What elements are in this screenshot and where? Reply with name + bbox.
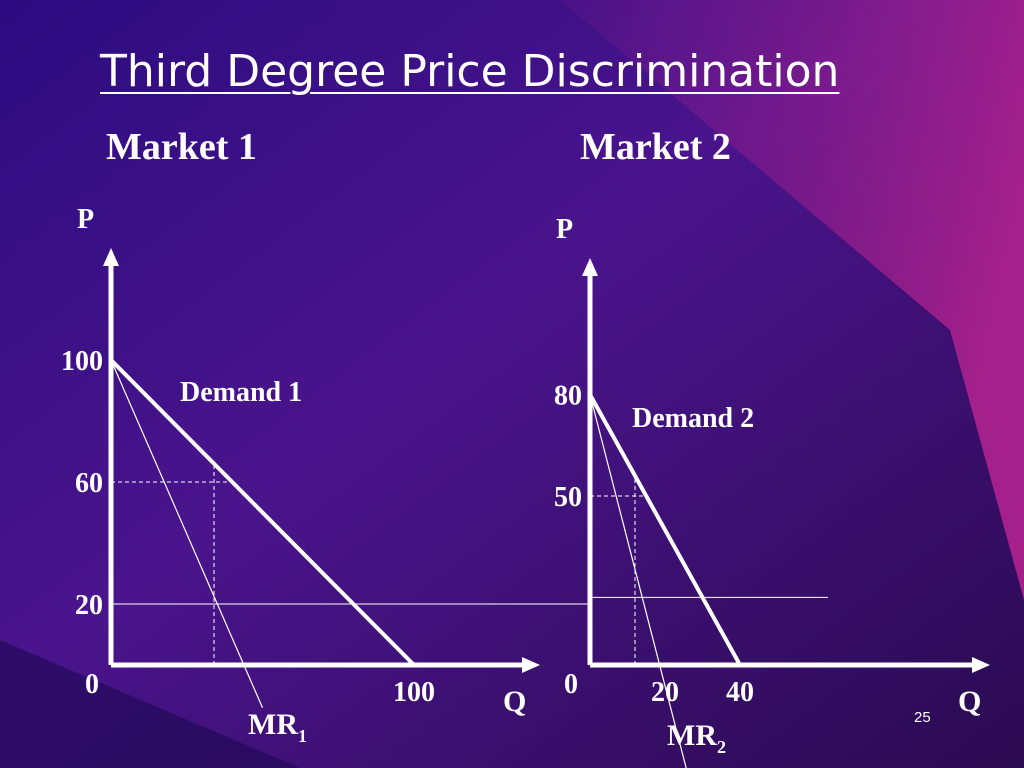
market-2-title: Market 2 <box>580 126 731 168</box>
m1-y-tick-label-100: 100 <box>61 346 103 377</box>
m1-mr-line <box>110 359 264 708</box>
mr-1-subscript: 1 <box>298 726 307 746</box>
mr-2-subscript: 2 <box>717 737 726 757</box>
mr-2-text: MR <box>667 719 717 752</box>
m2-x-tick-label-20: 20 <box>651 677 679 708</box>
slide-title: Third Degree Price Discrimination <box>100 46 840 97</box>
m1-x-tick-label-100: 100 <box>393 677 435 708</box>
m2-y-tick-label-80: 80 <box>554 381 582 412</box>
slide-number: 25 <box>914 709 931 726</box>
m1-y-axis-arrow <box>103 248 119 266</box>
m1-origin-label: 0 <box>85 669 99 700</box>
m2-y-tick-label-50: 50 <box>554 482 582 513</box>
m2-x-axis-label: Q <box>958 685 981 718</box>
mr-1-text: MR <box>248 708 298 741</box>
mr-1-label: MR1 <box>248 708 307 746</box>
m2-mr-line <box>589 394 687 768</box>
mr-2-label: MR2 <box>667 719 726 757</box>
m2-y-axis-label: P <box>556 214 573 245</box>
m2-origin-label: 0 <box>564 669 578 700</box>
market-1-title: Market 1 <box>106 126 257 168</box>
m2-y-axis-arrow <box>582 258 598 276</box>
demand-1-label: Demand 1 <box>180 377 302 408</box>
m2-x-tick-label-40: 40 <box>726 677 754 708</box>
m1-demand-line <box>109 358 416 667</box>
m1-x-axis-label: Q <box>503 685 526 718</box>
m1-x-axis-arrow <box>522 657 540 673</box>
m1-y-tick-label-20: 20 <box>75 590 103 621</box>
m1-y-axis-label: P <box>77 204 94 235</box>
m1-y-tick-label-60: 60 <box>75 468 103 499</box>
demand-2-label: Demand 2 <box>632 403 754 434</box>
m2-demand-line <box>588 393 742 666</box>
m2-x-axis-arrow <box>972 657 990 673</box>
